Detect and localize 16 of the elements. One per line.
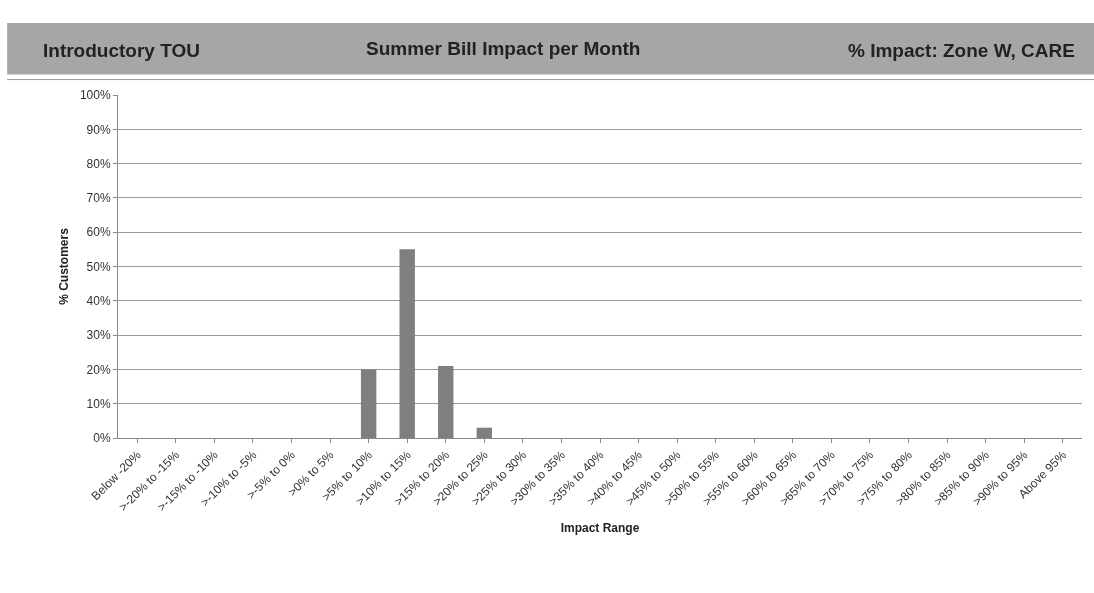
text: Introductory TOU: [43, 40, 200, 61]
chart-title: Summer Bill Impact per Month: [366, 38, 641, 60]
y-tick-label: 0%: [93, 431, 111, 446]
y-tick-label: 20%: [86, 362, 111, 377]
y-tick-label: 60%: [86, 225, 111, 240]
y-tick-label: 50%: [86, 259, 111, 274]
text: % Impact: Zone W, CARE: [848, 40, 1075, 61]
x-axis-title: Impact Range: [560, 521, 640, 536]
y-tick-label: 40%: [86, 294, 111, 308]
y-tick-label: 10%: [86, 396, 111, 411]
y-tick-label: 30%: [86, 328, 111, 343]
y-tick-label: 100%: [79, 88, 111, 103]
y-tick-label: 80%: [86, 156, 111, 171]
y-axis-title: % Customers: [57, 227, 72, 305]
y-tick-label: 70%: [86, 191, 111, 206]
y-tick-label: 90%: [86, 122, 111, 137]
